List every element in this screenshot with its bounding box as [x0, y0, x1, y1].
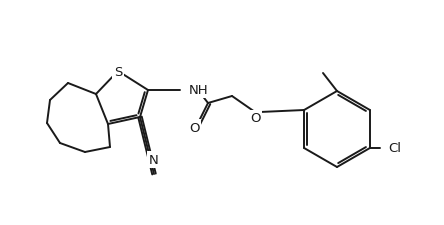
Text: N: N	[149, 153, 159, 166]
Text: NH: NH	[189, 84, 209, 97]
Text: O: O	[189, 121, 199, 134]
Text: Cl: Cl	[388, 142, 401, 155]
Text: O: O	[250, 112, 260, 125]
Text: S: S	[114, 65, 122, 78]
